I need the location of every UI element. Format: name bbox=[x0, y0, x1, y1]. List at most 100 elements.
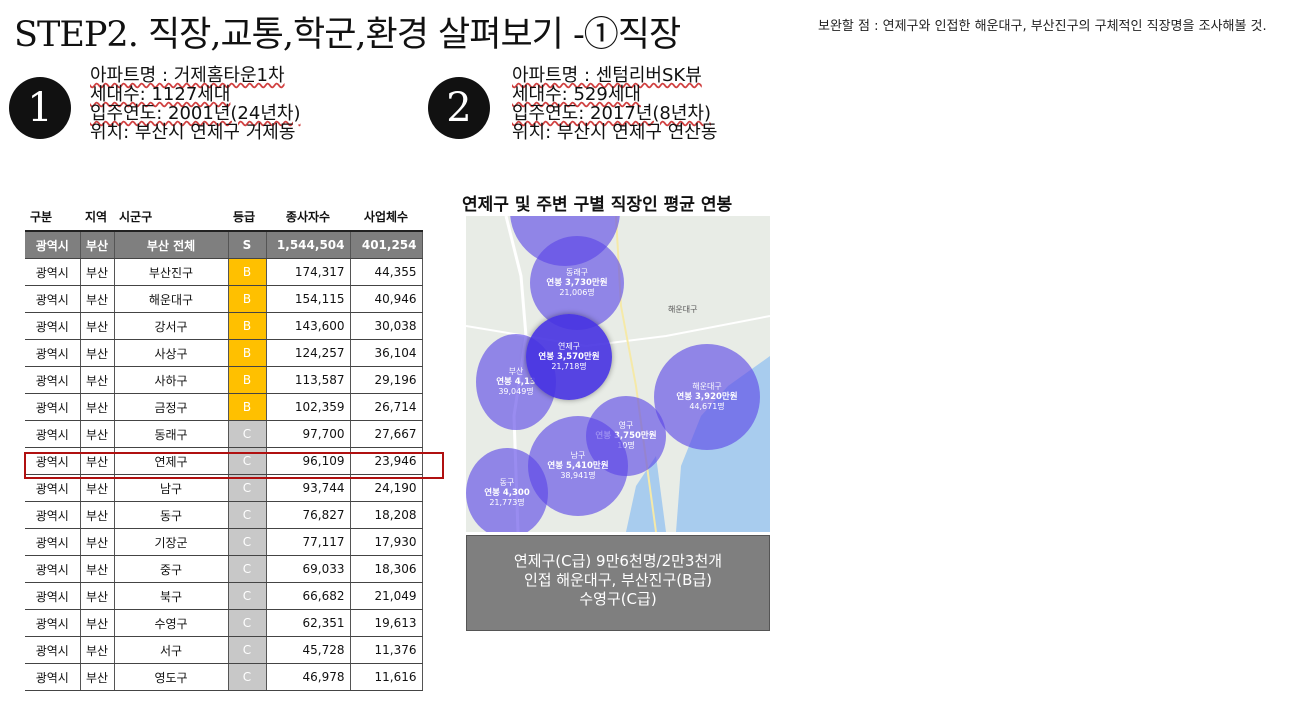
summary-line-1: 연제구(C급) 9만6천명/2만3천개 bbox=[513, 552, 723, 570]
cell-district: 해운대구 bbox=[114, 285, 229, 313]
cell-grade: B bbox=[228, 285, 267, 313]
cell-businesses: 401,254 bbox=[350, 231, 423, 259]
apartment-1-year: 입주연도: 2001년(24년차) bbox=[90, 103, 301, 124]
cell-region: 부산 bbox=[80, 609, 115, 637]
cell-grade: B bbox=[228, 258, 267, 286]
cell-region: 부산 bbox=[80, 501, 115, 529]
cell-district: 남구 bbox=[114, 474, 229, 502]
header-region: 지역 bbox=[80, 202, 114, 232]
cell-grade: C bbox=[228, 501, 267, 529]
yeonje-highlight-box bbox=[24, 452, 444, 479]
cell-region: 부산 bbox=[80, 636, 115, 664]
cell-district: 서구 bbox=[114, 636, 229, 664]
table-row: 광역시 부산 부산진구 B 174,317 44,355 bbox=[25, 258, 423, 286]
cell-type: 광역시 bbox=[25, 582, 81, 610]
cell-type: 광역시 bbox=[25, 555, 81, 583]
cell-grade: S bbox=[228, 231, 267, 259]
bubble-count: 39,049명 bbox=[498, 387, 534, 396]
table-row: 광역시 부산 사상구 B 124,257 36,104 bbox=[25, 339, 423, 367]
cell-workers: 93,744 bbox=[266, 474, 351, 502]
cell-type: 광역시 bbox=[25, 474, 81, 502]
cell-workers: 113,587 bbox=[266, 366, 351, 394]
cell-businesses: 19,613 bbox=[350, 609, 423, 637]
cell-type: 광역시 bbox=[25, 285, 81, 313]
cell-workers: 1,544,504 bbox=[266, 231, 351, 259]
cell-workers: 45,728 bbox=[266, 636, 351, 664]
header-district: 시군구 bbox=[114, 202, 228, 232]
cell-grade: C bbox=[228, 609, 267, 637]
cell-businesses: 18,306 bbox=[350, 555, 423, 583]
map-title: 연제구 및 주변 구별 직장인 평균 연봉 bbox=[462, 195, 733, 215]
bubble-count: 44,671명 bbox=[689, 402, 725, 411]
cell-workers: 76,827 bbox=[266, 501, 351, 529]
cell-workers: 143,600 bbox=[266, 312, 351, 340]
cell-type: 광역시 bbox=[25, 609, 81, 637]
cell-workers: 124,257 bbox=[266, 339, 351, 367]
cell-region: 부산 bbox=[80, 258, 115, 286]
cell-businesses: 40,946 bbox=[350, 285, 423, 313]
cell-workers: 97,700 bbox=[266, 420, 351, 448]
bubble-count: 38,941명 bbox=[560, 471, 596, 480]
improvement-note: 보완할 점 : 연제구와 인접한 해운대구, 부산진구의 구체적인 직장명을 조… bbox=[818, 19, 1267, 34]
cell-workers: 102,359 bbox=[266, 393, 351, 421]
bubble-count: 21,773명 bbox=[489, 498, 525, 507]
cell-workers: 77,117 bbox=[266, 528, 351, 556]
cell-region: 부산 bbox=[80, 312, 115, 340]
summary-line-3: 수영구(C급) bbox=[579, 590, 657, 608]
cell-grade: C bbox=[228, 528, 267, 556]
cell-grade: B bbox=[228, 339, 267, 367]
table-row: 광역시 부산 동래구 C 97,700 27,667 bbox=[25, 420, 423, 448]
cell-district: 기장군 bbox=[114, 528, 229, 556]
cell-type: 광역시 bbox=[25, 393, 81, 421]
apartment-1-location: 위치: 부산시 연제구 거제동 bbox=[90, 122, 296, 143]
cell-businesses: 17,930 bbox=[350, 528, 423, 556]
bubble-district: 영구 bbox=[618, 421, 634, 430]
cell-district: 북구 bbox=[114, 582, 229, 610]
apartment-2-year: 입주연도: 2017년(8년차) bbox=[512, 103, 712, 124]
cell-type: 광역시 bbox=[25, 636, 81, 664]
cell-region: 부산 bbox=[80, 555, 115, 583]
cell-region: 부산 bbox=[80, 474, 115, 502]
bubble-donggu: 동구 연봉 4,300 21,773명 bbox=[466, 448, 548, 532]
bubble-district: 부산 bbox=[508, 367, 524, 376]
cell-businesses: 27,667 bbox=[350, 420, 423, 448]
apartment-1-number-badge: 1 bbox=[9, 77, 71, 139]
cell-region: 부산 bbox=[80, 663, 115, 691]
table-row: 광역시 부산 북구 C 66,682 21,049 bbox=[25, 582, 423, 610]
cell-grade: C bbox=[228, 474, 267, 502]
table-row-total: 광역시 부산 부산 전체 S 1,544,504 401,254 bbox=[25, 231, 423, 259]
cell-grade: C bbox=[228, 582, 267, 610]
cell-businesses: 26,714 bbox=[350, 393, 423, 421]
bubble-salary: 연봉 3,750만원 bbox=[595, 431, 657, 441]
cell-grade: B bbox=[228, 366, 267, 394]
bubble-salary: 연봉 4,300 bbox=[484, 488, 530, 498]
cell-region: 부산 bbox=[80, 366, 115, 394]
cell-region: 부산 bbox=[80, 393, 115, 421]
bubble-count: 10명 bbox=[617, 441, 635, 450]
cell-workers: 174,317 bbox=[266, 258, 351, 286]
cell-businesses: 21,049 bbox=[350, 582, 423, 610]
cell-district: 동구 bbox=[114, 501, 229, 529]
cell-grade: B bbox=[228, 393, 267, 421]
cell-type: 광역시 bbox=[25, 420, 81, 448]
cell-district: 사하구 bbox=[114, 366, 229, 394]
summary-box: 연제구(C급) 9만6천명/2만3천개 인접 해운대구, 부산진구(B급) 수영… bbox=[466, 535, 770, 631]
bubble-salary: 연봉 3,920만원 bbox=[676, 392, 738, 402]
table-row: 광역시 부산 사하구 B 113,587 29,196 bbox=[25, 366, 423, 394]
bubble-salary: 연봉 3,570만원 bbox=[538, 352, 600, 362]
cell-workers: 66,682 bbox=[266, 582, 351, 610]
cell-district: 중구 bbox=[114, 555, 229, 583]
cell-district: 영도구 bbox=[114, 663, 229, 691]
bubble-salary: 연봉 4,13 bbox=[496, 377, 536, 387]
bubble-salary: 연봉 3,730만원 bbox=[546, 278, 608, 288]
cell-region: 부산 bbox=[80, 582, 115, 610]
bubble-district: 해운대구 bbox=[692, 382, 722, 391]
table-row: 광역시 부산 서구 C 45,728 11,376 bbox=[25, 636, 423, 664]
apartment-2-households: 세대수: 529세대 bbox=[512, 84, 641, 105]
cell-businesses: 36,104 bbox=[350, 339, 423, 367]
cell-region: 부산 bbox=[80, 285, 115, 313]
header-grade: 등급 bbox=[228, 202, 266, 232]
cell-workers: 69,033 bbox=[266, 555, 351, 583]
cell-grade: C bbox=[228, 636, 267, 664]
cell-region: 부산 bbox=[80, 231, 115, 259]
